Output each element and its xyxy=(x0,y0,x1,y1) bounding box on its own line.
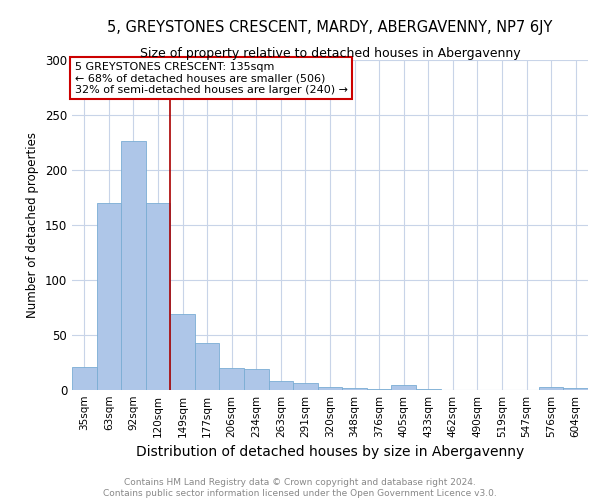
Bar xyxy=(170,314,195,390)
Bar xyxy=(244,369,269,390)
Bar xyxy=(72,367,97,390)
Bar xyxy=(269,381,293,390)
X-axis label: Distribution of detached houses by size in Abergavenny: Distribution of detached houses by size … xyxy=(136,446,524,460)
Bar xyxy=(318,386,342,390)
Text: 5, GREYSTONES CRESCENT, MARDY, ABERGAVENNY, NP7 6JY: 5, GREYSTONES CRESCENT, MARDY, ABERGAVEN… xyxy=(107,20,553,35)
Bar xyxy=(539,386,563,390)
Bar xyxy=(220,368,244,390)
Bar xyxy=(293,384,318,390)
Bar xyxy=(195,342,220,390)
Bar xyxy=(121,142,146,390)
Bar xyxy=(391,384,416,390)
Bar xyxy=(342,388,367,390)
Bar xyxy=(367,389,391,390)
Bar xyxy=(416,389,440,390)
Text: 5 GREYSTONES CRESCENT: 135sqm
← 68% of detached houses are smaller (506)
32% of : 5 GREYSTONES CRESCENT: 135sqm ← 68% of d… xyxy=(74,62,347,95)
Bar xyxy=(146,203,170,390)
Text: Contains HM Land Registry data © Crown copyright and database right 2024.
Contai: Contains HM Land Registry data © Crown c… xyxy=(103,478,497,498)
Text: Size of property relative to detached houses in Abergavenny: Size of property relative to detached ho… xyxy=(140,48,520,60)
Y-axis label: Number of detached properties: Number of detached properties xyxy=(26,132,40,318)
Bar xyxy=(97,203,121,390)
Bar xyxy=(563,388,588,390)
